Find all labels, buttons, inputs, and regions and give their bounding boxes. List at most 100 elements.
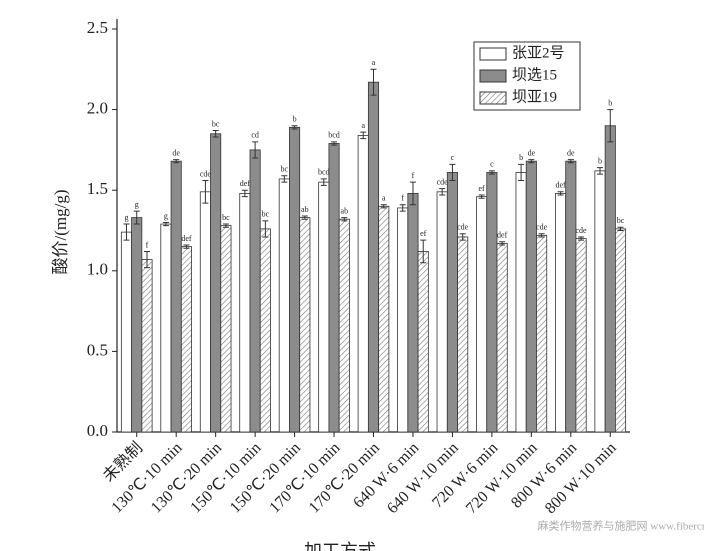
bar [555,193,567,433]
legend-label: 坝亚19 [512,88,557,105]
watermark: 麻类作物营养与施肥网 www.fibercrops.com [538,519,704,533]
error-bar [399,204,406,212]
error-bar [281,175,288,183]
bar [457,236,469,433]
bar [299,217,311,433]
significance-letter: de [528,148,536,157]
error-bar [241,189,248,198]
significance-letter: bcd [318,168,330,177]
error-bar [212,130,219,138]
error-bar [331,141,338,146]
error-bar [262,220,269,238]
significance-letter: def [555,181,566,190]
significance-letter: f [146,240,149,249]
significance-letter: bc [281,165,289,174]
legend-swatch [479,69,507,83]
x-axis-label: 加工方式 [304,541,376,551]
significance-letter: b [519,153,523,162]
significance-letter: ab [341,206,349,215]
significance-letter: cde [576,226,588,235]
y-tick-label: 0.5 [87,340,108,359]
significance-letter: def [240,179,251,188]
y-axis-label: 酸价/(mg/g) [51,190,70,275]
bar [614,228,627,433]
significance-letter: ef [479,184,486,193]
error-bar [420,239,427,264]
bar [536,234,548,433]
significance-letter: bc [617,216,625,225]
error-bar [538,233,545,238]
error-bar [301,215,308,220]
bar [239,193,251,433]
error-bar [133,210,140,225]
significance-letter: g [164,211,168,220]
y-tick-label: 2.5 [87,18,108,37]
y-tick-label: 0.0 [87,421,108,440]
bar [525,160,537,433]
bar [180,246,192,433]
error-bar [252,141,259,159]
error-bar [341,217,348,222]
error-bar [183,244,190,249]
error-bar [478,194,485,199]
error-bar [578,236,585,241]
significance-letter: cde [200,169,212,178]
error-bar [360,131,367,140]
bar [289,126,301,433]
significance-letter: b [608,98,612,107]
bar [357,134,369,433]
bar [170,160,182,433]
significance-letter: bcd [328,131,340,140]
bar [338,218,350,433]
error-bar [439,188,446,196]
significance-letter: a [361,121,365,130]
error-bar [123,223,130,241]
bar [318,181,330,433]
error-bar [518,163,525,182]
error-bar [449,163,456,182]
bar [160,223,172,433]
error-bar [488,170,495,175]
bar [496,242,508,433]
significance-letter: bc [262,210,270,219]
bar [604,125,616,433]
significance-letter: cd [251,131,259,140]
bar [249,149,261,433]
bar [565,160,577,433]
bar [397,207,409,433]
significance-letter: de [567,148,575,157]
bar [278,178,290,433]
significance-letter: a [372,58,376,67]
significance-letter: cde [457,223,469,232]
error-bar [202,180,209,204]
legend-label: 坝选15 [512,66,557,83]
significance-letter: ab [301,205,309,214]
y-tick-label: 2.0 [87,99,108,118]
bar [220,225,232,433]
error-bar [607,109,614,143]
bar [594,170,606,433]
bar [446,172,458,433]
bar [141,259,153,433]
significance-letter: de [172,148,180,157]
y-tick-label: 1.0 [87,260,108,279]
significance-letter: g [135,200,139,209]
significance-letter: f [401,194,404,203]
significance-letter: def [497,231,508,240]
bar [367,81,380,433]
error-bar [528,159,535,164]
bar [436,191,448,433]
error-bar [459,233,466,241]
bar [407,193,419,433]
bar [131,217,143,433]
significance-letter: c [490,160,494,169]
bar [120,231,133,433]
error-bar [162,221,169,227]
bar [417,251,429,433]
error-bar [222,223,229,228]
significance-letter: a [382,194,386,203]
bar [210,133,222,433]
error-bar [499,241,506,246]
bar [199,191,211,433]
legend-label: 张亚2号 [512,44,565,61]
